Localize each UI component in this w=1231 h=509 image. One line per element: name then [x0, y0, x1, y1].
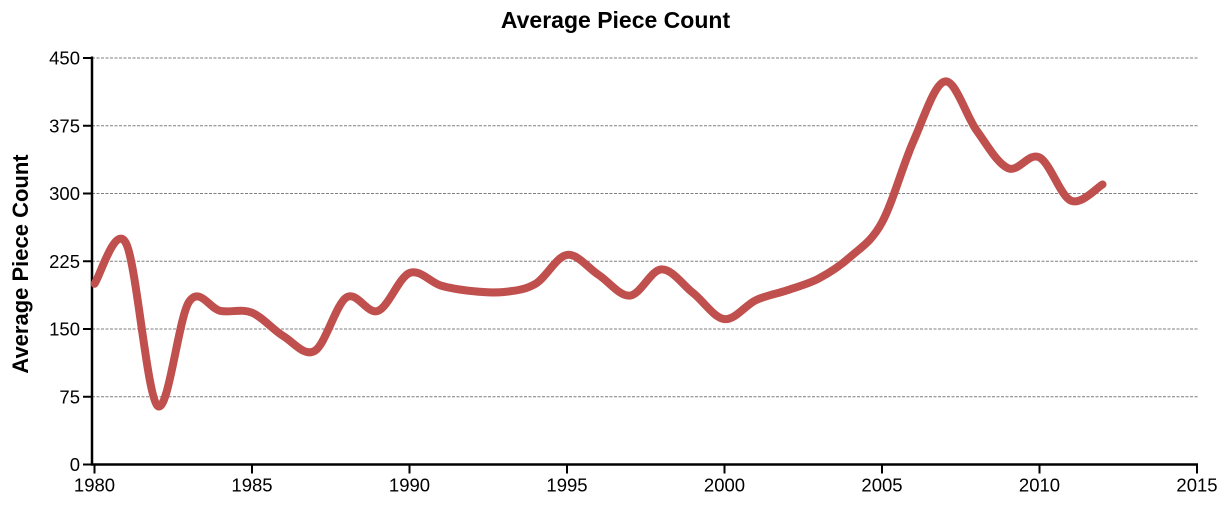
tick-labels: 0 75 150 225 300 375 450 1980 1985 1990 1995 2000 20… [49, 48, 1217, 496]
y-tick-label-225: 225 [49, 251, 80, 272]
axis-ticks [83, 57, 1198, 474]
x-tick-label-1980: 1980 [74, 475, 115, 496]
series-line-0 [90, 77, 1107, 411]
x-tick-label-2015: 2015 [1176, 475, 1217, 496]
y-tick-label-375: 375 [49, 115, 80, 136]
y-tick-label-75: 75 [59, 386, 80, 407]
y-tick-label-450: 450 [49, 48, 80, 69]
y-tick-label-0: 0 [70, 454, 80, 475]
x-tick-label-1985: 1985 [231, 475, 272, 496]
gridlines [92, 57, 1198, 398]
x-tick-label-2010: 2010 [1019, 475, 1060, 496]
y-tick-label-150: 150 [49, 319, 80, 340]
x-tick-label-1990: 1990 [389, 475, 430, 496]
chart-title: Average Piece Count [500, 7, 731, 33]
x-tick-label-2005: 2005 [861, 475, 902, 496]
x-tick-label-1995: 1995 [546, 475, 587, 496]
x-tick-label-2000: 2000 [704, 475, 745, 496]
series-lines [90, 77, 1107, 411]
y-tick-label-300: 300 [49, 183, 80, 204]
